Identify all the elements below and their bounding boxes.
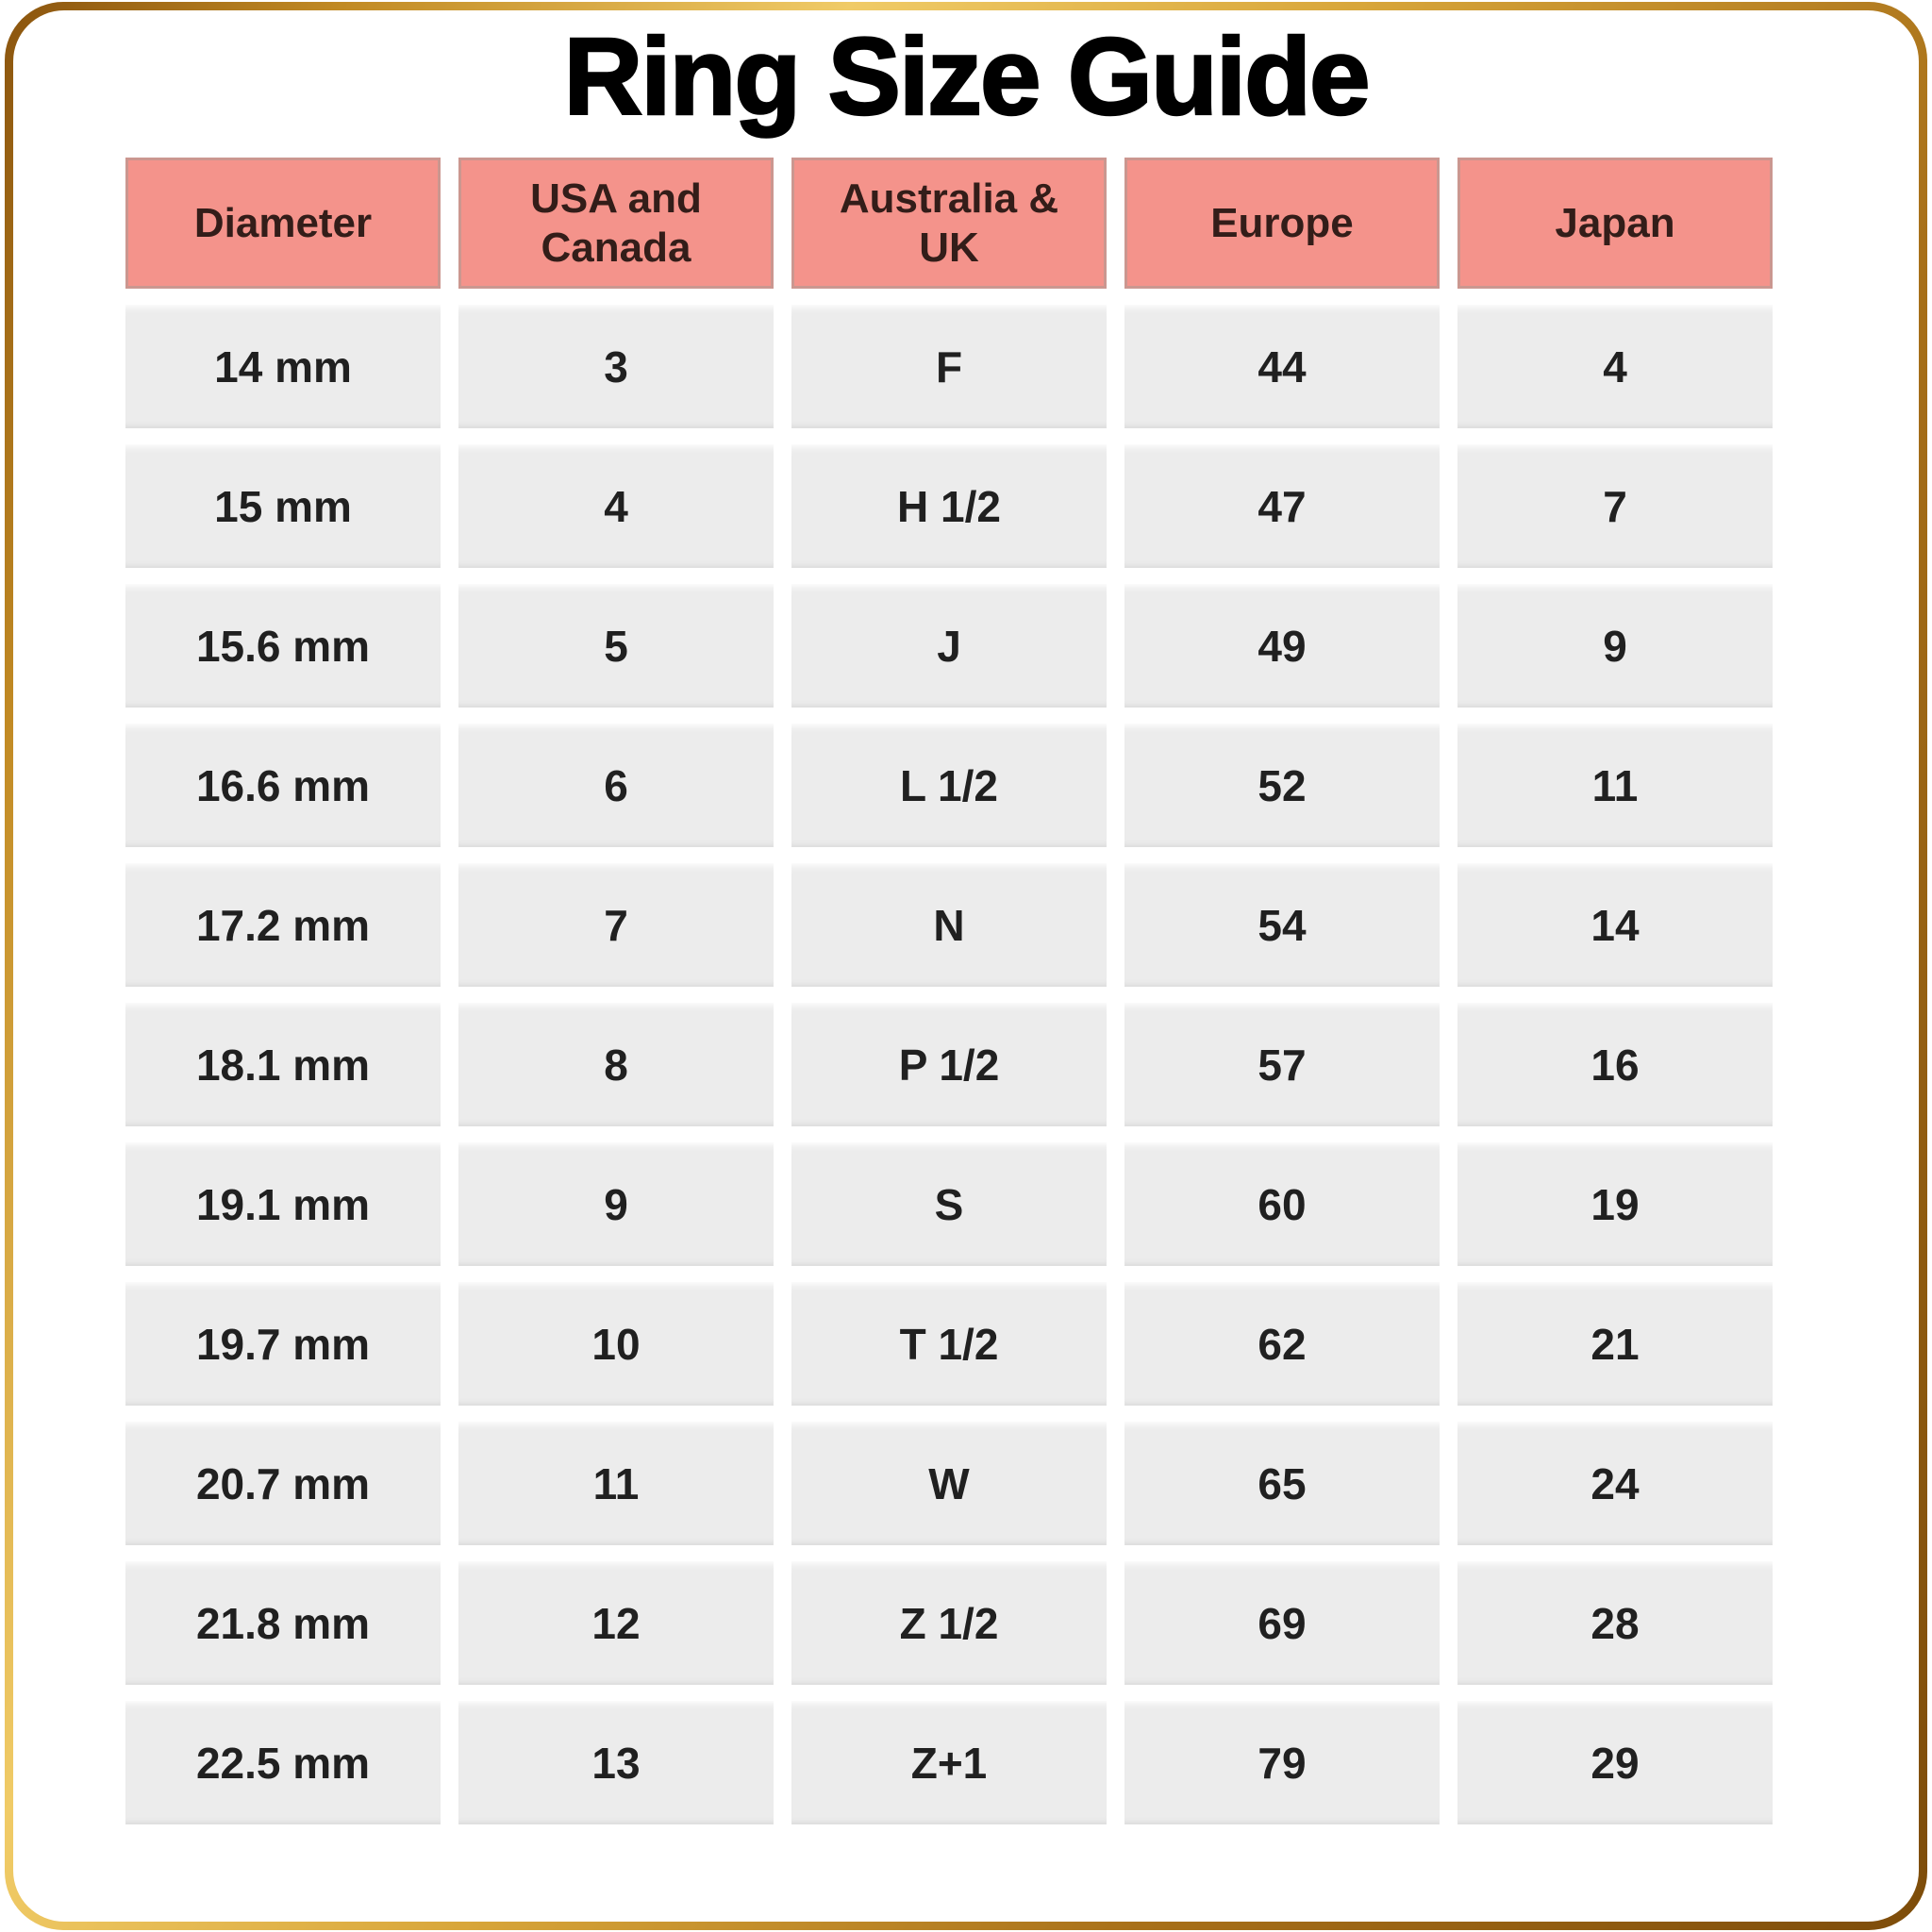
- table-cell: 5: [458, 584, 774, 708]
- table-cell: 44: [1124, 305, 1440, 428]
- table-cell: 4: [1457, 305, 1773, 428]
- table-cell: 19.1 mm: [125, 1142, 441, 1266]
- table-cell: 10: [458, 1282, 774, 1406]
- table-cell: 7: [1457, 444, 1773, 568]
- table-cell: Z+1: [791, 1701, 1107, 1824]
- column-header-diameter: Diameter: [125, 158, 441, 289]
- table-cell: 79: [1124, 1701, 1440, 1824]
- table-cell: 54: [1124, 863, 1440, 987]
- column-header-japan: Japan: [1457, 158, 1773, 289]
- table-cell: 14 mm: [125, 305, 441, 428]
- table-cell: 47: [1124, 444, 1440, 568]
- table-cell: 7: [458, 863, 774, 987]
- table-cell: 16.6 mm: [125, 724, 441, 847]
- table-cell: 21: [1457, 1282, 1773, 1406]
- table-cell: L 1/2: [791, 724, 1107, 847]
- table-cell: 17.2 mm: [125, 863, 441, 987]
- column-header-usa-canada: USA and Canada: [458, 158, 774, 289]
- table-cell: T 1/2: [791, 1282, 1107, 1406]
- table-cell: 69: [1124, 1561, 1440, 1685]
- table-cell: N: [791, 863, 1107, 987]
- table-cell: 65: [1124, 1422, 1440, 1545]
- ring-size-table: Diameter USA and Canada Australia & UK E…: [125, 158, 1773, 1824]
- table-cell: 11: [1457, 724, 1773, 847]
- table-cell: 4: [458, 444, 774, 568]
- table-cell: 19.7 mm: [125, 1282, 441, 1406]
- page-title: Ring Size Guide: [562, 14, 1371, 140]
- table-cell: 14: [1457, 863, 1773, 987]
- table-cell: 13: [458, 1701, 774, 1824]
- table-cell: Z 1/2: [791, 1561, 1107, 1685]
- table-cell: 21.8 mm: [125, 1561, 441, 1685]
- table-cell: 18.1 mm: [125, 1003, 441, 1126]
- table-cell: 12: [458, 1561, 774, 1685]
- table-cell: 29: [1457, 1701, 1773, 1824]
- table-cell: 11: [458, 1422, 774, 1545]
- table-cell: W: [791, 1422, 1107, 1545]
- table-cell: F: [791, 305, 1107, 428]
- table-cell: 57: [1124, 1003, 1440, 1126]
- table-cell: 49: [1124, 584, 1440, 708]
- table-cell: 24: [1457, 1422, 1773, 1545]
- table-cell: J: [791, 584, 1107, 708]
- table-cell: 60: [1124, 1142, 1440, 1266]
- table-cell: 20.7 mm: [125, 1422, 441, 1545]
- table-cell: 3: [458, 305, 774, 428]
- table-cell: 16: [1457, 1003, 1773, 1126]
- table-cell: 9: [458, 1142, 774, 1266]
- table-cell: 22.5 mm: [125, 1701, 441, 1824]
- table-cell: H 1/2: [791, 444, 1107, 568]
- table-cell: S: [791, 1142, 1107, 1266]
- table-cell: 15.6 mm: [125, 584, 441, 708]
- column-header-australia-uk: Australia & UK: [791, 158, 1107, 289]
- table-cell: 15 mm: [125, 444, 441, 568]
- column-header-europe: Europe: [1124, 158, 1440, 289]
- table-cell: 28: [1457, 1561, 1773, 1685]
- table-cell: 19: [1457, 1142, 1773, 1266]
- table-cell: 8: [458, 1003, 774, 1126]
- table-cell: 6: [458, 724, 774, 847]
- table-cell: 62: [1124, 1282, 1440, 1406]
- table-cell: P 1/2: [791, 1003, 1107, 1126]
- table-cell: 9: [1457, 584, 1773, 708]
- table-cell: 52: [1124, 724, 1440, 847]
